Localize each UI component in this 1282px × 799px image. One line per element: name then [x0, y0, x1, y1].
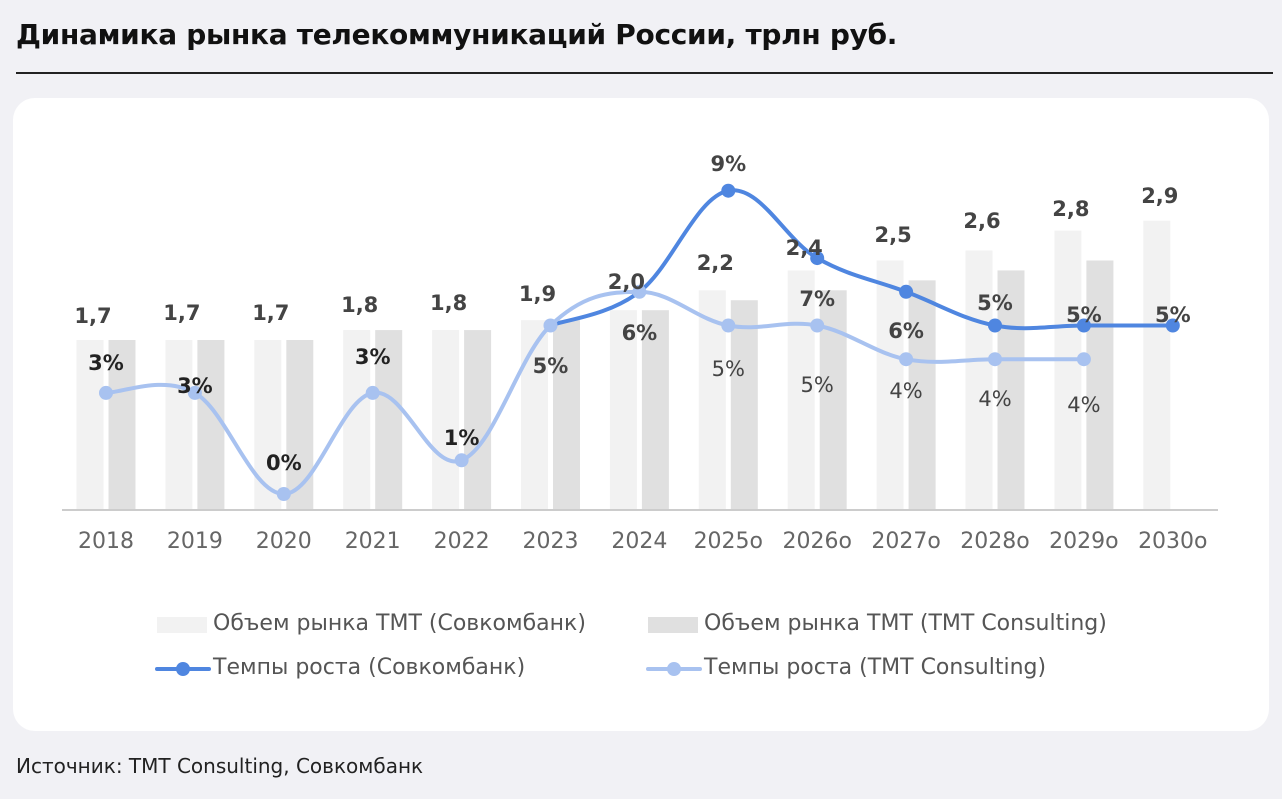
- x-tick-label: 2026о: [782, 529, 851, 554]
- bar-tmt-2021: [375, 330, 403, 509]
- bar-sovcom-2021: [343, 330, 371, 509]
- rate-label-sovcom: 1%: [444, 426, 480, 450]
- rate-label-sovcom: 7%: [799, 287, 835, 311]
- rate-label-sovcom: 6%: [888, 319, 924, 343]
- bar-sovcom-2028о: [965, 250, 993, 509]
- marker-tmt-2023: [543, 318, 558, 333]
- bar-sovcom-2018: [76, 340, 104, 509]
- marker-sovcom-2026о: [810, 251, 825, 266]
- bar-sovcom-2027о: [876, 260, 904, 509]
- bar-sovcom-2024: [609, 310, 637, 509]
- bar-tmt-2024: [641, 310, 669, 509]
- marker-sovcom-2028о: [988, 318, 1002, 333]
- legend-swatch-bar-sovcom: [157, 617, 207, 633]
- marker-tmt-2019: [187, 385, 202, 400]
- bar-tmt-2019: [197, 340, 225, 509]
- x-tick-label: 2027о: [871, 529, 940, 554]
- marker-tmt-2028о: [988, 352, 1002, 367]
- bar-value-label: 1,8: [341, 293, 378, 317]
- legend-label-bar-sovcom: Объем рынка ТМТ (Совкомбанк): [213, 611, 586, 636]
- x-tick-label: 2029о: [1049, 529, 1118, 554]
- rate-label-sovcom: 6%: [622, 321, 658, 345]
- marker-tmt-2025о: [721, 318, 736, 333]
- line-sovcom: [549, 188, 1173, 331]
- marker-tmt-2022: [454, 453, 469, 468]
- bar-tmt-2025о: [730, 300, 758, 509]
- bar-tmt-2020: [286, 340, 314, 509]
- marker-tmt-2024: [632, 284, 647, 299]
- legend-swatch-line-sovcom: [155, 662, 211, 676]
- x-tick-label: 2018: [78, 529, 134, 554]
- bar-sovcom-2023: [521, 320, 548, 509]
- bar-tmt-2027о: [908, 280, 936, 509]
- bar-value-label: 2,6: [963, 209, 1000, 233]
- bar-value-label: 1,7: [74, 304, 111, 328]
- legend-swatch-bar-tmt: [648, 617, 698, 633]
- marker-sovcom-2027о: [899, 284, 914, 299]
- bar-value-label: 2,4: [786, 236, 823, 260]
- rate-label-sovcom: 5%: [977, 291, 1013, 315]
- marker-tmt-2029о: [1076, 352, 1091, 367]
- bar-value-label: 2,0: [608, 270, 645, 294]
- marker-sovcom-2029о: [1076, 318, 1091, 333]
- marker-tmt-2018: [99, 385, 113, 400]
- x-tick-label: 2023: [523, 529, 579, 554]
- legend-swatch-line-tmt: [646, 662, 702, 676]
- bar-value-label: 2,8: [1052, 197, 1089, 221]
- bar-sovcom-2020: [254, 340, 282, 509]
- bar-tmt-2018: [108, 340, 136, 509]
- rate-label-tmt: 4%: [978, 387, 1011, 411]
- marker-tmt-2020: [276, 487, 291, 501]
- rate-label-sovcom: 3%: [177, 374, 213, 398]
- rate-label-tmt: 5%: [712, 357, 745, 381]
- rate-label-tmt: 4%: [889, 379, 922, 403]
- x-tick-label: 2021: [345, 529, 401, 554]
- bar-value-label: 2,5: [874, 223, 911, 247]
- x-tick-label: 2020: [256, 529, 312, 554]
- marker-sovcom-2025о: [721, 183, 736, 198]
- legend-label-bar-tmt: Объем рынка ТМТ (TMT Consulting): [704, 611, 1107, 636]
- x-tick-label: 2028о: [960, 529, 1029, 554]
- bar-sovcom-2030о: [1143, 220, 1171, 510]
- bar-sovcom-2022: [432, 330, 460, 509]
- marker-tmt-2027о: [899, 352, 914, 367]
- marker-tmt-2021: [365, 385, 380, 400]
- bar-tmt-2029о: [1086, 260, 1114, 509]
- bar-value-label: 1,8: [430, 291, 467, 315]
- legend-label-line-sovcom: Темпы роста (Совкомбанк): [213, 655, 526, 680]
- bar-sovcom-2026о: [787, 270, 815, 509]
- x-tick-label: 2019: [167, 529, 223, 554]
- bar-tmt-2028о: [997, 270, 1025, 509]
- rate-label-sovcom: 5%: [533, 354, 569, 378]
- rate-label-tmt: 5%: [801, 373, 834, 397]
- rate-label-sovcom: 3%: [355, 345, 391, 369]
- bar-value-label: 2,2: [697, 251, 734, 275]
- rate-label-tmt: 4%: [1067, 393, 1100, 417]
- title-divider: [16, 72, 1273, 74]
- marker-sovcom-2030о: [1165, 318, 1180, 333]
- bar-sovcom-2025о: [698, 290, 726, 509]
- bar-value-label: 2,9: [1141, 184, 1178, 208]
- x-tick-label: 2030о: [1138, 529, 1207, 554]
- rate-label-sovcom: 3%: [88, 351, 124, 375]
- legend-label-line-tmt: Темпы роста (TMT Consulting): [704, 655, 1047, 680]
- bar-tmt-2023: [553, 320, 580, 509]
- bar-value-label: 1,7: [252, 301, 289, 325]
- x-tick-label: 2024: [611, 529, 667, 554]
- bar-sovcom-2019: [165, 340, 193, 509]
- rate-label-sovcom: 0%: [266, 451, 302, 475]
- bar-value-label: 1,9: [519, 282, 556, 306]
- rate-label-sovcom: 5%: [1066, 303, 1102, 327]
- x-tick-label: 2025о: [694, 529, 763, 554]
- bar-tmt-2022: [464, 330, 492, 509]
- source-note: Источник: TMT Consulting, Совкомбанк: [16, 754, 424, 778]
- x-tick-label: 2022: [434, 529, 490, 554]
- bar-sovcom-2029о: [1054, 230, 1082, 509]
- marker-tmt-2026о: [810, 318, 825, 333]
- rate-label-sovcom: 9%: [710, 152, 746, 176]
- rate-label-sovcom: 5%: [1155, 303, 1191, 327]
- chart-title: Динамика рынка телекоммуникаций России, …: [16, 18, 898, 51]
- bar-value-label: 1,7: [163, 301, 200, 325]
